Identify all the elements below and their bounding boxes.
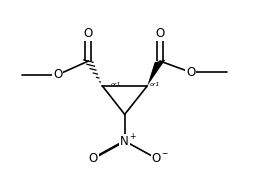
Text: O: O <box>155 27 165 40</box>
Text: O: O <box>53 68 62 81</box>
Text: O: O <box>89 152 98 165</box>
Polygon shape <box>147 60 165 86</box>
Text: O: O <box>152 152 161 165</box>
Text: N: N <box>120 135 129 148</box>
Text: or1: or1 <box>150 82 160 87</box>
Text: −: − <box>161 149 167 158</box>
Text: +: + <box>129 132 135 141</box>
Text: O: O <box>186 66 195 79</box>
Text: or1: or1 <box>111 82 121 87</box>
Text: O: O <box>84 27 93 40</box>
